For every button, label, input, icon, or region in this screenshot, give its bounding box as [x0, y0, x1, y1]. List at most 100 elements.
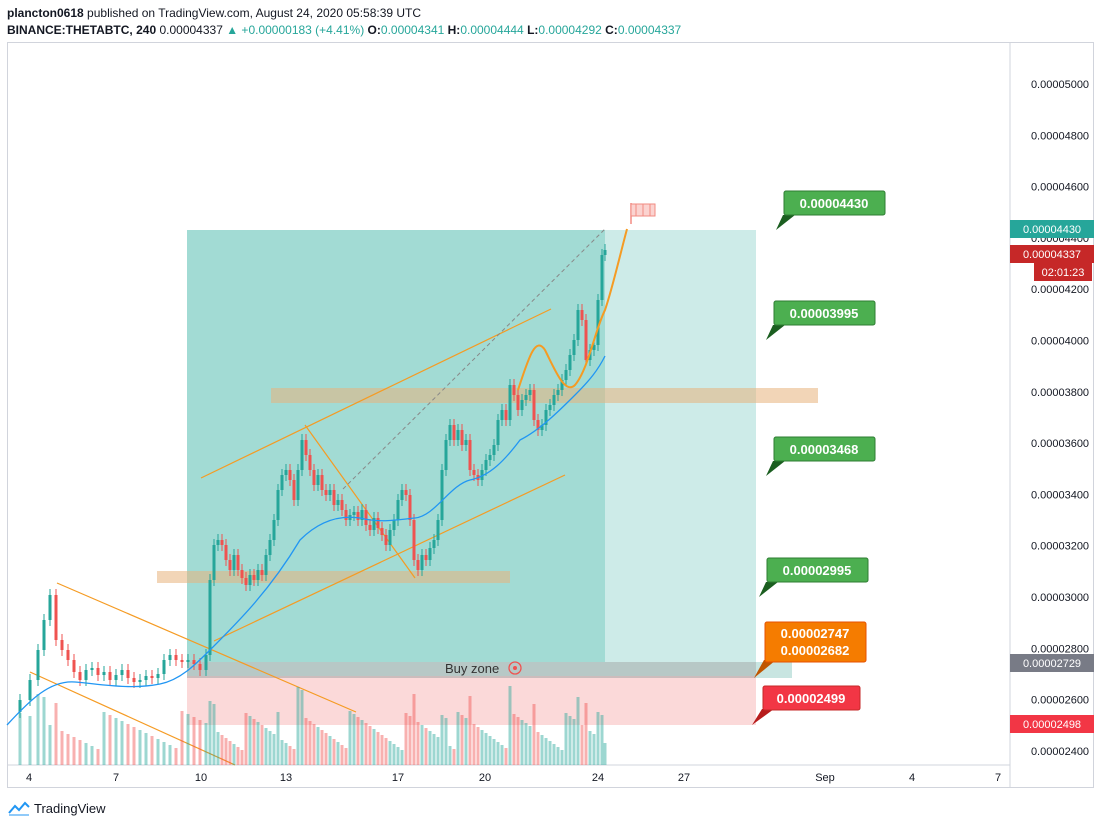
ema-line[interactable]: [6, 355, 606, 726]
publish-info: plancton0618 published on TradingView.co…: [7, 6, 421, 20]
candle-body: [564, 370, 568, 380]
buy-zone-band[interactable]: [187, 662, 756, 678]
swing-line[interactable]: [304, 424, 416, 579]
volume-bar: [412, 694, 416, 765]
volume-bar: [456, 712, 460, 765]
volume-bar: [236, 747, 240, 765]
callout-entry[interactable]: 0.00002747 0.00002682: [754, 621, 867, 678]
volume-bar: [424, 728, 428, 765]
volume-bar: [168, 745, 172, 765]
candle-body: [120, 670, 124, 675]
candle-body: [162, 660, 166, 674]
loss-zone[interactable]: [187, 676, 756, 725]
projection-curve[interactable]: [517, 228, 628, 391]
volume-bar: [240, 750, 244, 765]
candle-body: [216, 540, 220, 545]
candle-body: [42, 620, 46, 650]
volume-bar: [138, 730, 142, 765]
candle-body: [520, 400, 524, 410]
volume-bar: [576, 697, 580, 765]
callout-target-2-text: 0.00003995: [790, 306, 859, 321]
volume-bar: [162, 742, 166, 765]
candle-body: [512, 385, 516, 395]
candle-body: [416, 560, 420, 570]
candle-body: [532, 390, 536, 420]
volume-bar: [536, 732, 540, 765]
volume-bar: [528, 726, 532, 765]
candle-body: [108, 672, 112, 680]
downtrend-lower-line[interactable]: [29, 671, 236, 766]
candle-body: [552, 395, 556, 405]
candle-body: [544, 410, 548, 425]
candle-body: [78, 672, 82, 680]
volume-bar: [96, 749, 100, 765]
volume-bar: [504, 748, 508, 765]
callout-stop[interactable]: 0.00002499: [752, 685, 861, 725]
candle-body: [548, 405, 552, 410]
channel-lower-line[interactable]: [213, 474, 566, 642]
price-tick: 0.00004000: [1031, 336, 1089, 348]
channel-upper-line[interactable]: [200, 308, 552, 479]
profit-zone-future[interactable]: [605, 230, 756, 662]
published-text: published on TradingView.com, August 24,…: [87, 6, 422, 20]
callout-target-1[interactable]: 0.00004430: [776, 190, 886, 230]
volume-bar: [204, 723, 208, 765]
volume-bar: [516, 717, 520, 765]
entry-band[interactable]: [187, 662, 792, 678]
price-change: ▲ +0.00000183 (+4.41%): [226, 23, 365, 37]
price-tick: 0.00003000: [1031, 592, 1089, 604]
time-tick: 7: [995, 772, 1001, 784]
volume-bar: [444, 718, 448, 765]
volume-bar: [404, 713, 408, 765]
candle-body: [168, 655, 172, 660]
volume-bar: [90, 746, 94, 765]
candle-body: [540, 425, 544, 430]
candle-body: [556, 390, 560, 395]
callout-target-1-text: 0.00004430: [800, 196, 869, 211]
resistance-band[interactable]: [271, 388, 818, 403]
volume-bar: [496, 742, 500, 765]
volume-bar: [72, 737, 76, 765]
volume-bar: [352, 714, 356, 765]
candle-body: [174, 655, 178, 660]
volume-bar: [420, 725, 424, 765]
callout-target-3[interactable]: 0.00003468: [766, 436, 876, 476]
candle-body: [180, 660, 184, 662]
callout-target-2[interactable]: 0.00003995: [766, 300, 876, 340]
profit-zone-active[interactable]: [187, 230, 605, 662]
candle-body: [400, 490, 404, 500]
price-tick: 0.00003400: [1031, 489, 1089, 501]
candle-body: [496, 420, 500, 445]
flag-icon[interactable]: [630, 203, 656, 224]
publisher-name[interactable]: plancton0618: [7, 6, 84, 20]
downtrend-upper-line[interactable]: [56, 582, 357, 713]
candle-body: [252, 575, 256, 580]
candle-body: [186, 660, 190, 662]
candle-body: [480, 470, 484, 480]
candle-body: [284, 470, 288, 475]
volume-bar: [150, 736, 154, 765]
projection-line[interactable]: [342, 228, 606, 490]
candle-body: [516, 395, 520, 410]
candle-body: [316, 475, 320, 485]
chart-frame[interactable]: [7, 42, 1094, 788]
candle-body: [324, 490, 328, 495]
volume-bar: [524, 723, 528, 765]
callout-target-4[interactable]: 0.00002995: [759, 557, 869, 597]
candle-body: [296, 470, 300, 500]
volume-bar: [532, 704, 536, 765]
footer-brand[interactable]: TradingView: [34, 800, 106, 816]
candle-body: [580, 310, 584, 320]
time-axis[interactable]: 4 7 10 13 17 20 24 27 Sep 4 7: [26, 772, 1001, 784]
price-tags: 0.00004430 0.00004337 02:01:23 0.00002729 0.…: [1010, 220, 1094, 733]
candle-body: [452, 425, 456, 440]
candle-body: [568, 355, 572, 370]
symbol-label[interactable]: BINANCE:THETABTC, 240: [7, 23, 157, 37]
volume-bar: [84, 743, 88, 765]
time-tick: 24: [592, 772, 604, 784]
tradingview-logo-icon[interactable]: [8, 800, 30, 816]
buy-zone-label: Buy zone: [445, 661, 499, 676]
volume-bar: [348, 711, 352, 765]
volume-bar: [108, 715, 112, 765]
